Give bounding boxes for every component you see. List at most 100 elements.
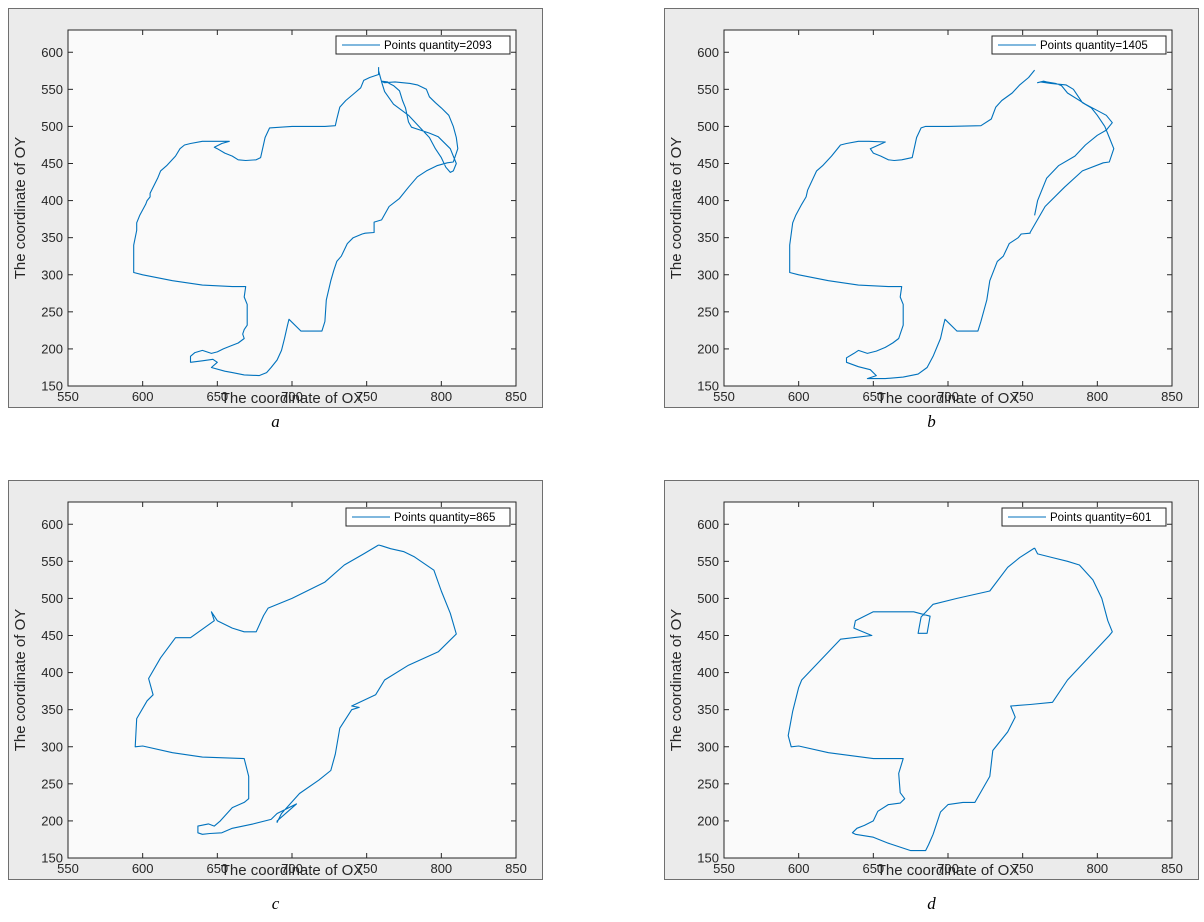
y-tick-label: 550 [41, 554, 63, 569]
x-tick-label: 700 [281, 861, 303, 876]
y-tick-label: 150 [41, 851, 63, 866]
axes-box [723, 501, 1173, 859]
y-axis-label: The coordinate of OY [12, 137, 29, 280]
x-tick-label: 800 [430, 861, 452, 876]
y-tick-label: 150 [697, 851, 719, 866]
series-line [133, 67, 459, 377]
y-tick-label: 500 [697, 591, 719, 606]
y-tick-label: 500 [41, 119, 63, 134]
y-tick-label: 150 [697, 379, 719, 394]
y-tick-label: 450 [41, 156, 63, 171]
x-axis-label: The coordinate of OX [877, 390, 1020, 407]
legend-box [345, 507, 511, 527]
y-tick-label: 400 [41, 665, 63, 680]
caption-c: c [271, 894, 280, 913]
chart-c-svg: 550 600 650 700 750 800 850 150 200 250 300 350 400 4… [8, 480, 543, 880]
x-tick-label: 650 [862, 389, 884, 404]
x-tick-label: 750 [356, 861, 378, 876]
chart-d-svg: 550 600 650 700 750 800 850 150 200 250 300 350 400 4… [664, 480, 1199, 880]
y-tick-label: 600 [41, 45, 63, 60]
y-tick-label: 400 [697, 665, 719, 680]
x-tick-label: 850 [505, 389, 527, 404]
plot-area [68, 502, 516, 858]
chart-a-svg: 550 600 650 700 750 800 850 150 200 250 300 350 400 4… [8, 8, 543, 408]
caption-a: a [271, 412, 280, 431]
series-line [787, 547, 1113, 852]
y-tick-label: 300 [697, 739, 719, 754]
x-tick-label: 650 [862, 861, 884, 876]
series-line [134, 544, 457, 835]
x-tick-label: 650 [206, 861, 228, 876]
y-tick-label: 200 [41, 813, 63, 828]
y-tick-label: 550 [41, 82, 63, 97]
plot-area [724, 502, 1172, 858]
y-tick-label: 200 [697, 813, 719, 828]
y-tick-label: 600 [697, 517, 719, 532]
y-tick-label: 250 [697, 304, 719, 319]
legend-label: Points quantity=1405 [1040, 40, 1148, 52]
x-tick-label: 600 [132, 389, 154, 404]
chart-panel-d: 550 600 650 700 750 800 850 150 200 250 300 350 400 4… [664, 480, 1199, 880]
x-tick-label: 850 [1161, 861, 1183, 876]
y-tick-label: 350 [697, 702, 719, 717]
x-tick-label: 600 [132, 861, 154, 876]
y-tick-label: 250 [697, 776, 719, 791]
y-tick-label: 150 [41, 379, 63, 394]
ticks-layer: 550 600 650 700 750 800 850 150 200 250 300 350 400 4… [41, 30, 527, 404]
x-tick-label: 550 [57, 861, 79, 876]
y-tick-label: 350 [41, 702, 63, 717]
x-tick-label: 750 [356, 389, 378, 404]
caption-b: b [927, 412, 936, 431]
y-tick-label: 500 [697, 119, 719, 134]
x-tick-label: 650 [206, 389, 228, 404]
x-tick-label: 800 [430, 389, 452, 404]
y-tick-label: 250 [41, 304, 63, 319]
plot-area [68, 30, 516, 386]
x-tick-label: 750 [1012, 389, 1034, 404]
y-tick-label: 450 [41, 628, 63, 643]
y-tick-label: 550 [697, 82, 719, 97]
x-tick-label: 550 [57, 389, 79, 404]
legend-box [335, 35, 511, 55]
chart-b-svg: 550 600 650 700 750 800 850 150 200 250 300 350 400 4… [664, 8, 1199, 408]
ticks-layer: 550 600 650 700 750 800 850 150 200 250 300 350 400 4… [697, 30, 1183, 404]
x-tick-label: 600 [788, 389, 810, 404]
x-tick-label: 600 [788, 861, 810, 876]
plot-area [724, 30, 1172, 386]
y-tick-label: 600 [697, 45, 719, 60]
y-tick-label: 200 [41, 341, 63, 356]
y-tick-label: 500 [41, 591, 63, 606]
x-axis-label: The coordinate of OX [877, 862, 1020, 879]
x-tick-label: 750 [1012, 861, 1034, 876]
y-tick-label: 350 [41, 230, 63, 245]
chart-panel-b: 550 600 650 700 750 800 850 150 200 250 300 350 400 4… [664, 8, 1199, 408]
legend-box [1001, 507, 1167, 527]
y-tick-label: 300 [41, 739, 63, 754]
axes-box [723, 29, 1173, 387]
x-tick-label: 800 [1086, 389, 1108, 404]
series-line [789, 69, 1115, 380]
legend-label: Points quantity=865 [394, 512, 495, 524]
x-tick-label: 550 [713, 861, 735, 876]
legend-label: Points quantity=2093 [384, 40, 492, 52]
y-tick-label: 450 [697, 156, 719, 171]
y-tick-label: 250 [41, 776, 63, 791]
y-tick-label: 450 [697, 628, 719, 643]
legend-label: Points quantity=601 [1050, 512, 1151, 524]
x-tick-label: 700 [937, 389, 959, 404]
x-tick-label: 550 [713, 389, 735, 404]
caption-d: d [927, 894, 936, 913]
y-tick-label: 300 [41, 267, 63, 282]
y-tick-label: 350 [697, 230, 719, 245]
x-axis-label: The coordinate of OX [221, 862, 364, 879]
y-tick-label: 400 [41, 193, 63, 208]
axes-box [67, 501, 517, 859]
y-tick-label: 550 [697, 554, 719, 569]
x-tick-label: 800 [1086, 861, 1108, 876]
chart-panel-c: 550 600 650 700 750 800 850 150 200 250 300 350 400 4… [8, 480, 543, 880]
chart-panel-a: 550 600 650 700 750 800 850 150 200 250 300 350 400 4… [8, 8, 543, 408]
y-axis-label: The coordinate of OY [668, 137, 685, 280]
x-tick-label: 850 [505, 861, 527, 876]
y-axis-label: The coordinate of OY [12, 609, 29, 752]
y-tick-label: 600 [41, 517, 63, 532]
